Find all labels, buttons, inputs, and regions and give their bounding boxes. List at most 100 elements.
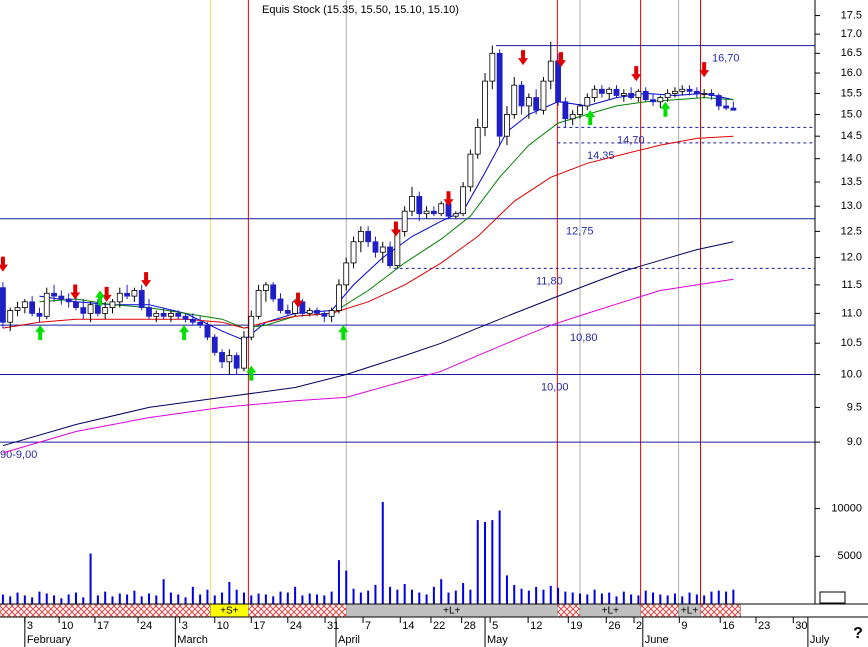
candle-body — [94, 304, 101, 314]
x-tick-label: 17 — [97, 620, 109, 632]
volume-bar — [418, 592, 421, 604]
volume-bar — [396, 589, 399, 604]
candle-body — [496, 52, 503, 137]
volume-bar — [308, 593, 311, 604]
volume-bar — [717, 590, 720, 604]
volume-bar — [323, 595, 326, 604]
volume-bar — [60, 598, 63, 604]
volume-bar — [710, 591, 713, 604]
volume-bar — [250, 595, 253, 604]
candle-body — [211, 336, 218, 353]
candle-body — [372, 241, 379, 253]
x-tick-label: 31 — [327, 620, 339, 632]
volume-tick-label: 5000 — [838, 550, 862, 562]
volume-bar — [725, 591, 728, 604]
volume-bar — [337, 560, 340, 604]
candle-body — [197, 321, 204, 326]
candle-body — [489, 52, 496, 82]
candle-body — [102, 307, 109, 314]
x-tick-label: 9 — [681, 620, 687, 632]
volume-bar — [352, 588, 355, 604]
sell-arrow — [293, 292, 304, 308]
month-label: June — [645, 634, 669, 646]
volume-layer — [1, 501, 735, 604]
candle-body — [109, 301, 116, 308]
candle-body — [365, 230, 372, 243]
signal-segment — [700, 603, 741, 618]
candle-body — [613, 88, 620, 96]
candle-body — [723, 105, 729, 109]
volume-bar — [440, 579, 443, 604]
candle-body — [547, 60, 554, 82]
candle-body — [146, 307, 152, 317]
volume-bar — [630, 594, 633, 604]
volume-bar — [264, 594, 267, 604]
x-tick-label: 3 — [27, 620, 33, 632]
candles-layer — [0, 41, 737, 381]
volume-bar — [389, 586, 392, 604]
volume-bar — [89, 553, 92, 604]
candle-body — [138, 290, 145, 308]
buy-arrow — [660, 101, 671, 117]
help-icon[interactable]: ? — [853, 625, 863, 642]
volume-bar — [593, 589, 596, 604]
candle-body — [394, 230, 401, 267]
candle-body — [160, 312, 167, 317]
candle-body — [284, 310, 291, 314]
buy-arrow — [179, 325, 190, 341]
candle-body — [65, 298, 72, 303]
volume-bar — [184, 597, 187, 604]
x-tick-label: 23 — [758, 620, 770, 632]
volume-bar — [31, 597, 34, 604]
volume-bar — [432, 586, 435, 604]
candle-body — [620, 93, 627, 96]
candle-body — [401, 210, 408, 232]
candle-body — [350, 241, 357, 264]
moving-average — [2, 135, 734, 329]
candle-body — [504, 114, 510, 137]
candle-body — [438, 203, 445, 215]
volume-bar — [498, 510, 501, 604]
volume-bar — [279, 591, 282, 604]
y-tick-label: 13.5 — [841, 176, 862, 188]
sell-arrow — [0, 256, 8, 272]
candle-body — [379, 246, 386, 253]
volume-bar — [118, 593, 121, 604]
volume-bar — [403, 583, 406, 604]
volume-bar — [513, 584, 516, 604]
volume-bar — [272, 596, 275, 604]
candle-body — [467, 153, 474, 188]
level-label: 16,70 — [712, 52, 740, 64]
x-tick-label: 16 — [722, 620, 734, 632]
y-tick-label: 16.5 — [841, 47, 862, 59]
volume-bar — [228, 582, 231, 604]
y-tick-label: 17.5 — [841, 9, 862, 21]
x-tick-label: 19 — [570, 620, 582, 632]
x-tick-label: 28 — [464, 620, 476, 632]
candle-body — [533, 97, 540, 111]
level-label: 14,70 — [617, 134, 645, 146]
candle-body — [189, 318, 196, 323]
volume-bar — [155, 595, 158, 604]
buy-arrow — [585, 110, 596, 126]
candle-body — [409, 196, 415, 212]
volume-bar — [104, 591, 107, 604]
volume-bar — [644, 590, 647, 604]
scale-box — [819, 591, 846, 604]
volume-bar — [578, 593, 581, 604]
signal-label: +L+ — [602, 606, 619, 617]
sell-arrow — [518, 50, 529, 66]
volume-bar — [527, 590, 530, 604]
candle-body — [226, 355, 233, 363]
moving-average — [2, 241, 734, 447]
volume-bar — [235, 589, 238, 604]
buy-arrow — [95, 290, 106, 306]
volume-bar — [242, 592, 245, 604]
y-tick-label: 12.0 — [841, 251, 862, 263]
candle-body — [262, 284, 269, 291]
signal-label: +L+ — [443, 606, 460, 617]
x-tick-label: 24 — [290, 620, 302, 632]
x-tick-label: 24 — [140, 620, 152, 632]
